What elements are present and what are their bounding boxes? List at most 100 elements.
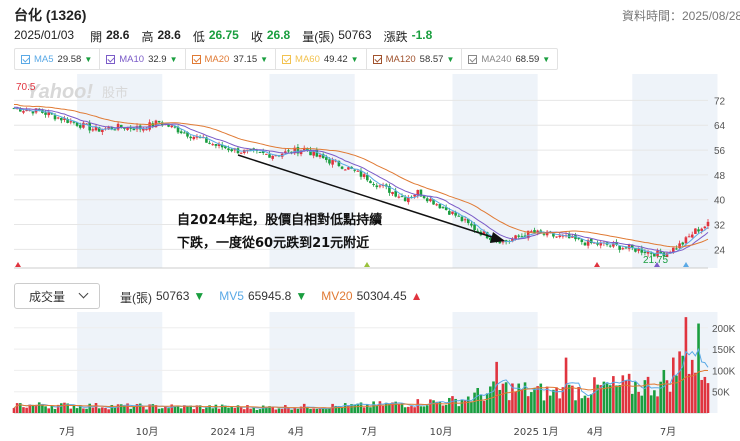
- volume-bar: [558, 398, 562, 413]
- volume-bar: [318, 408, 322, 413]
- shade-band: [632, 74, 718, 268]
- volume-bar: [454, 398, 457, 413]
- checkbox-icon[interactable]: [282, 54, 292, 64]
- volume-bar: [94, 403, 98, 413]
- ma-legend-item-ma60[interactable]: MA60 49.42 ▼: [276, 49, 367, 69]
- volume-bar: [694, 372, 697, 413]
- volume-bar: [119, 404, 123, 413]
- volume-bar: [104, 408, 107, 413]
- candle-body: [612, 243, 615, 247]
- volume-bar: [602, 381, 606, 413]
- candle-body: [366, 175, 369, 181]
- volume-bar: [384, 402, 388, 413]
- open-label: 開: [90, 30, 103, 44]
- candle-body: [552, 233, 555, 237]
- candle-body: [608, 245, 612, 247]
- volume-bar: [413, 407, 416, 413]
- volume-bar: [634, 381, 637, 413]
- volume-bar: [306, 407, 309, 413]
- volume-bar: [526, 396, 530, 413]
- mv5-value: 65945.8: [247, 289, 292, 303]
- volume-bar: [353, 404, 356, 413]
- indicator-select[interactable]: 成交量: [14, 283, 100, 309]
- volume-bar: [176, 406, 180, 413]
- ma-legend-item-ma240[interactable]: MA240 68.59 ▼: [462, 49, 557, 69]
- y-tick-label: 48: [714, 171, 726, 182]
- candle-body: [334, 160, 338, 162]
- volume-bar: [627, 373, 631, 413]
- volume-bar: [643, 380, 647, 413]
- volume-bar: [552, 389, 555, 413]
- checkbox-icon[interactable]: [468, 54, 478, 64]
- volume-bar: [123, 405, 126, 413]
- candle-body: [438, 204, 442, 209]
- candle-body: [227, 148, 230, 151]
- checkbox-icon[interactable]: [106, 54, 116, 64]
- volume-bar: [129, 408, 133, 413]
- candle-body: [148, 122, 151, 130]
- volume-bar: [72, 405, 76, 413]
- mv5-label: MV5: [219, 289, 244, 303]
- ma-value: 58.57: [419, 53, 444, 65]
- candle-body: [643, 251, 647, 253]
- ma-legend-item-ma5[interactable]: MA5 29.58 ▼: [15, 49, 101, 69]
- candle-body: [340, 166, 344, 169]
- checkbox-icon[interactable]: [191, 54, 201, 64]
- volume-bar: [315, 408, 319, 413]
- candle-body: [470, 223, 473, 226]
- candle-body: [463, 219, 467, 221]
- candle-body: [425, 198, 429, 202]
- shade-band: [269, 74, 355, 268]
- volume-bar: [356, 403, 360, 413]
- candle-body: [347, 167, 350, 170]
- volume-value: 50763: [338, 28, 372, 42]
- candle-body: [457, 215, 461, 217]
- candle-body: [94, 126, 98, 131]
- mv5-down-arrow: ▼: [295, 289, 308, 303]
- candle-body: [687, 236, 691, 238]
- volume-bar: [419, 406, 423, 413]
- candle-body: [186, 132, 189, 137]
- volume-bar: [599, 385, 603, 413]
- volume-bar: [479, 394, 483, 413]
- candle-body: [170, 125, 174, 128]
- candle-body: [268, 154, 271, 158]
- volume-bar: [501, 383, 505, 413]
- candle-body: [561, 235, 565, 237]
- volume-bar: [220, 404, 224, 413]
- checkbox-icon[interactable]: [372, 54, 382, 64]
- volume-bar: [290, 409, 293, 413]
- ma-line-ma10: [14, 106, 709, 254]
- volume-bar: [25, 407, 28, 413]
- volume-bar: [649, 395, 653, 413]
- candle-body: [321, 154, 325, 159]
- candle-body: [63, 118, 66, 121]
- candle-body: [183, 132, 186, 134]
- candle-body: [665, 253, 669, 258]
- vol-label: 量(張): [120, 291, 152, 305]
- ma-legend-item-ma120[interactable]: MA120 58.57 ▼: [367, 49, 463, 69]
- volume-bar: [460, 399, 464, 413]
- candle-body: [656, 250, 659, 257]
- volume-bar: [167, 408, 170, 413]
- candle-body: [69, 121, 73, 123]
- candle-body: [589, 238, 593, 244]
- candle-body: [337, 160, 341, 167]
- ma-legend-item-ma20[interactable]: MA20 37.15 ▼: [186, 49, 277, 69]
- candle-body: [31, 111, 35, 114]
- candle-body: [394, 190, 397, 197]
- volume-bar: [12, 408, 16, 413]
- volume-bar: [69, 408, 73, 413]
- checkbox-icon[interactable]: [21, 54, 30, 64]
- candle-body: [19, 108, 22, 112]
- x-tick-label: 7月: [59, 426, 75, 438]
- candle-body: [571, 235, 574, 238]
- candle-body: [113, 129, 117, 131]
- volume-bar: [640, 395, 644, 413]
- ma-legend-item-ma10[interactable]: MA10 32.9 ▼: [100, 49, 186, 69]
- volume-bar: [325, 409, 328, 413]
- data-time: 資料時間：2025/08/28: [622, 9, 740, 23]
- ma-value: 49.42: [323, 53, 348, 65]
- volume-bar: [359, 402, 363, 413]
- trend-arrow-line: [237, 154, 499, 240]
